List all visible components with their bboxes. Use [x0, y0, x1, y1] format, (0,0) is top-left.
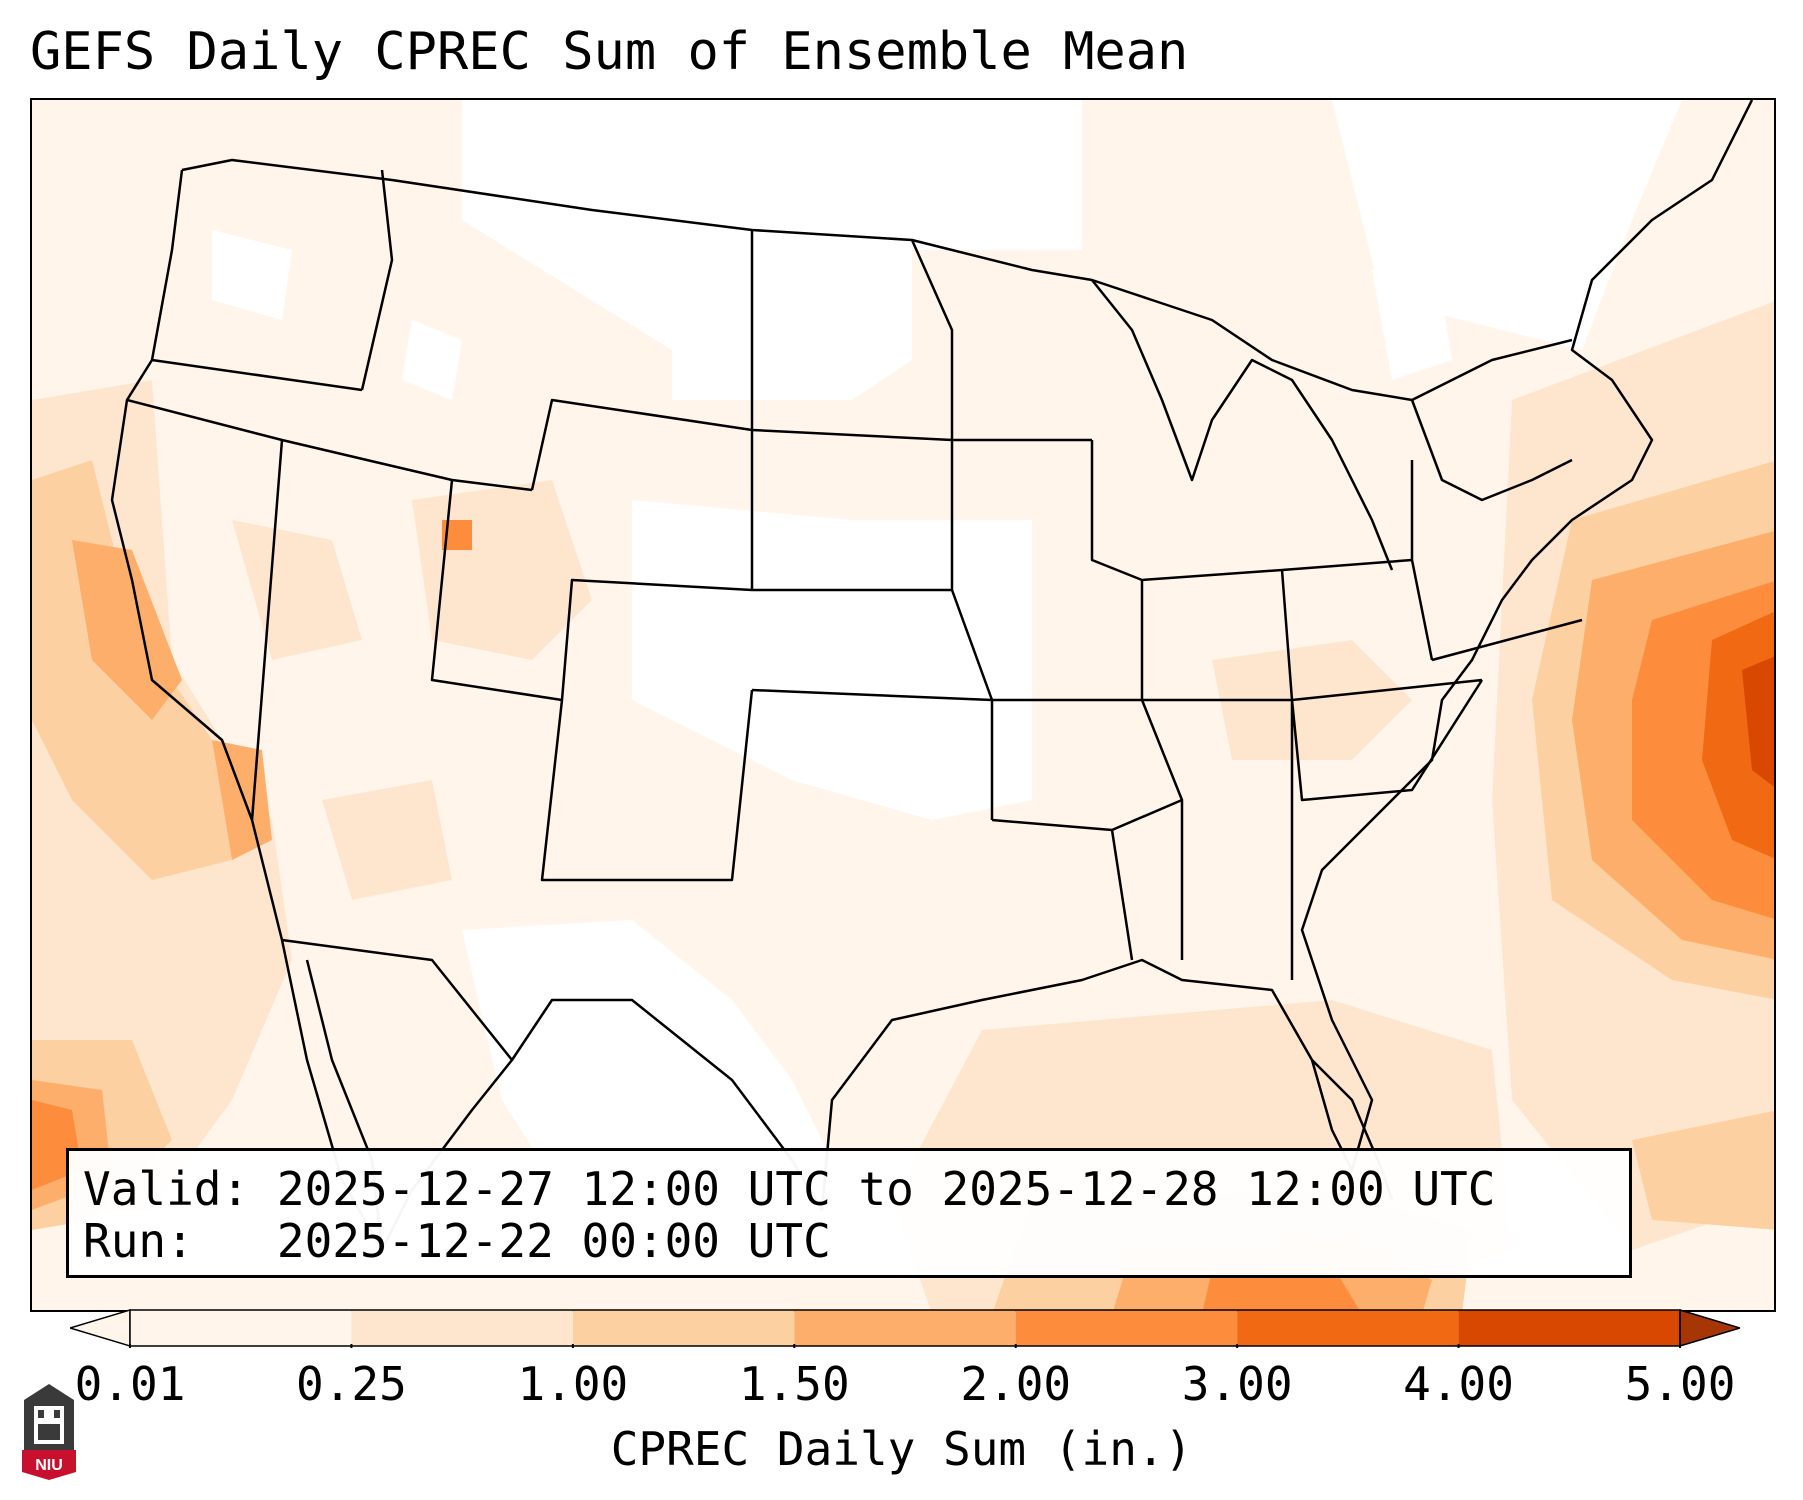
- colorbar-segment: [351, 1310, 573, 1346]
- colorbar-tick-label: 0.25: [296, 1357, 407, 1411]
- map-title: GEFS Daily CPREC Sum of Ensemble Mean: [30, 22, 1189, 82]
- logo-text: NIU: [35, 1457, 63, 1474]
- run-label: Run:: [83, 1214, 194, 1268]
- colorbar-label: CPREC Daily Sum (in.): [610, 1422, 1193, 1476]
- colorbar-segment: [572, 1310, 795, 1346]
- colorbar-tick-label: 5.00: [1624, 1357, 1736, 1411]
- colorbar-segment: [1458, 1310, 1680, 1346]
- colorbar-extend-max: [1679, 1308, 1740, 1348]
- colorbar-tick-label: 2.00: [960, 1357, 1072, 1411]
- colorbar-segment: [1015, 1310, 1238, 1346]
- niu-logo: NIU: [22, 1384, 76, 1480]
- colorbar-segment: [130, 1310, 352, 1346]
- colorbar-extend-min: [70, 1308, 131, 1348]
- us-outline: [110, 100, 1754, 1252]
- colorbar-frame: [129, 1309, 1681, 1347]
- colorbar-tick-label: 1.00: [517, 1357, 629, 1411]
- run-time: 2025-12-22 00:00 UTC: [276, 1214, 831, 1268]
- mexico-border: [281, 938, 513, 1061]
- precip-map: [32, 100, 1774, 1310]
- map-panel: [30, 98, 1776, 1312]
- state-borders: [126, 169, 1583, 980]
- colorbar-tick-label: 0.01: [74, 1357, 186, 1411]
- colorbar-tick-label: 1.50: [738, 1357, 850, 1411]
- valid-run-info-box: Valid: 2025-12-27 12:00 UTC to 2025-12-2…: [66, 1148, 1632, 1278]
- colorbar-tick-label: 3.00: [1181, 1357, 1293, 1411]
- valid-label: Valid:: [83, 1162, 250, 1216]
- colorbar-segment: [1237, 1310, 1459, 1346]
- colorbar-segment: [794, 1310, 1016, 1346]
- colorbar-tick-label: 4.00: [1403, 1357, 1514, 1411]
- great-lakes: [1091, 279, 1573, 571]
- coastlines-and-borders: [110, 100, 1754, 1252]
- valid-time: 2025-12-27 12:00 UTC to 2025-12-28 12:00…: [276, 1162, 1496, 1216]
- colorbar: [70, 1308, 1740, 1348]
- precip-field-dry: [212, 100, 1682, 1240]
- precip-field-max: [1742, 656, 1774, 787]
